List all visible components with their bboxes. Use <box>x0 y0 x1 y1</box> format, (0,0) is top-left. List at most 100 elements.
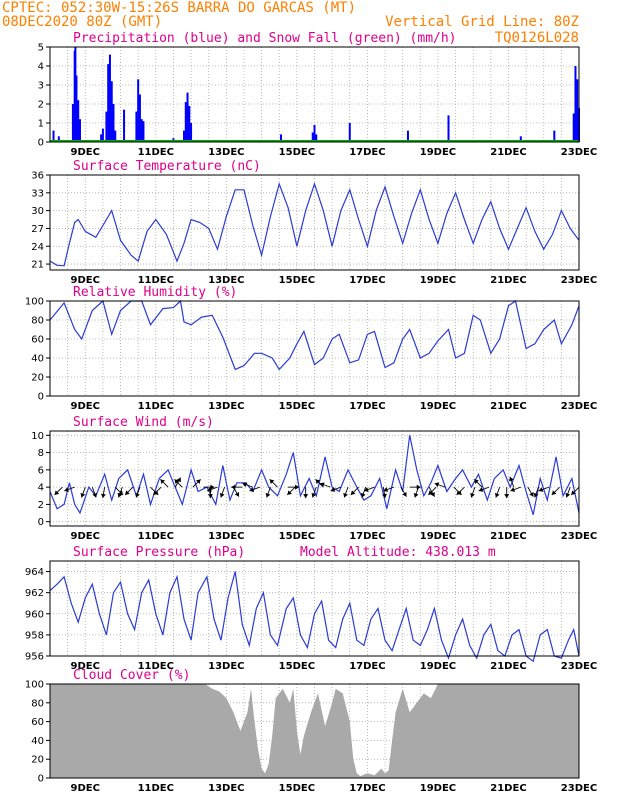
x-tick-label: 21DEC <box>490 531 526 542</box>
precip-bar <box>101 128 104 142</box>
wind-arrow <box>124 486 134 496</box>
x-tick-label: 9DEC <box>71 661 100 672</box>
x-tick-label: 23DEC <box>561 147 597 158</box>
x-tick-label: 11DEC <box>138 783 174 794</box>
panel-title: Surface Pressure (hPa) <box>73 545 245 560</box>
precip-bar <box>315 134 318 142</box>
wind-arrow <box>527 486 534 497</box>
panel-frame <box>49 560 580 657</box>
y-tick-label: 20 <box>31 373 44 384</box>
y-tick-label: 8 <box>38 448 44 459</box>
wind-arrow <box>192 479 201 488</box>
panel-6: 0 20 40 60 80 100 9DEC 11DEC 13DEC 15DEC 17DEC 19DE… <box>25 668 597 794</box>
wind-arrow-head <box>311 492 317 498</box>
panel-1: 0 1 2 3 4 5 9DEC 11DEC 13DEC 15DEC 17DEC 19DEC 21DEC… <box>38 31 598 158</box>
precip-bar <box>188 105 191 142</box>
wind-arrow-head <box>382 493 387 498</box>
wind-arrow-head <box>529 491 534 497</box>
wind-arrow <box>383 486 395 492</box>
x-tick-label: 23DEC <box>561 531 597 542</box>
precip-bar <box>183 130 186 142</box>
precip-bar <box>112 104 115 142</box>
panel-frame <box>49 430 580 527</box>
wind-arrow <box>360 486 367 498</box>
wind-arrow-head <box>478 487 484 492</box>
wind-arrow <box>570 486 580 496</box>
wind-arrow-head <box>360 492 366 498</box>
x-tick-label: 19DEC <box>420 783 456 794</box>
y-tick-label: 0 <box>38 138 44 149</box>
wind-arrow-head <box>402 491 407 497</box>
wind-arrow <box>231 484 243 490</box>
panel-title: Surface Temperature (nC) <box>73 159 261 174</box>
wind-arrow <box>287 486 296 496</box>
precip-bar <box>406 130 409 142</box>
wind-arrow-head <box>504 494 510 499</box>
wind-arrow <box>249 486 260 492</box>
precip-bar <box>348 123 351 142</box>
y-tick-label: 33 <box>31 188 44 199</box>
wind-arrow-head <box>174 479 180 484</box>
x-tick-label: 11DEC <box>138 531 174 542</box>
x-tick-label: 19DEC <box>420 531 456 542</box>
precip-bar <box>74 47 77 142</box>
precip-bar <box>71 104 74 142</box>
x-tick-label: 17DEC <box>349 147 385 158</box>
wind-arrow-head <box>320 482 325 488</box>
wind-arrow <box>319 482 331 488</box>
x-tick-label: 17DEC <box>349 531 385 542</box>
x-tick-label: 13DEC <box>208 531 244 542</box>
x-tick-label: 17DEC <box>349 401 385 412</box>
y-tick-label: 4 <box>38 62 44 73</box>
panel-title: Relative Humidity (%) <box>73 285 237 300</box>
precip-bar <box>140 119 143 142</box>
panel-frame <box>49 174 580 271</box>
panel-4: 0 2 4 6 8 10 9DEC 11DEC 13DEC 15DEC 17DEC 19DEC 21DE… <box>31 415 597 542</box>
y-tick-label: 36 <box>31 171 44 182</box>
x-tick-label: 21DEC <box>490 401 526 412</box>
panel-3: 0 20 40 60 80 100 9DEC 11DEC 13DEC 15DEC 17DEC 19DE… <box>25 285 597 412</box>
wind-arrow <box>350 486 359 496</box>
x-tick-label: 13DEC <box>208 147 244 158</box>
panel-title: Precipitation (blue) and Snow Fall (gree… <box>73 31 457 46</box>
x-tick-label: 21DEC <box>490 275 526 286</box>
x-tick-label: 13DEC <box>208 783 244 794</box>
precip-bar <box>57 136 60 142</box>
wind-arrow-head <box>100 493 106 498</box>
y-tick-label: 80 <box>31 316 44 327</box>
wind-arrow <box>382 487 387 499</box>
x-tick-label: 9DEC <box>71 783 100 794</box>
wind-arrow-head <box>92 492 98 498</box>
series-line <box>49 571 580 663</box>
y-tick-label: 960 <box>25 609 44 620</box>
header-run-id: TQ0126L028 <box>495 30 579 46</box>
x-tick-label: 23DEC <box>561 401 597 412</box>
precip-bar <box>137 79 140 142</box>
wind-arrow-head <box>474 479 479 484</box>
wind-arrow <box>343 486 349 498</box>
x-tick-label: 19DEC <box>420 401 456 412</box>
wind-arrow-head <box>153 490 158 495</box>
wind-arrow <box>207 486 218 492</box>
panel-frame <box>49 46 580 143</box>
x-tick-label: 9DEC <box>71 275 100 286</box>
x-tick-label: 11DEC <box>138 275 174 286</box>
wind-arrow <box>135 486 141 498</box>
y-tick-label: 24 <box>31 242 44 253</box>
wind-arrow <box>409 484 421 490</box>
y-tick-label: 100 <box>25 680 44 691</box>
y-tick-label: 4 <box>38 483 44 494</box>
x-tick-label: 15DEC <box>279 531 315 542</box>
x-tick-label: 23DEC <box>561 783 597 794</box>
wind-arrow <box>100 487 106 499</box>
wind-arrow <box>509 476 515 488</box>
wind-arrow-head <box>350 490 356 495</box>
wind-arrow-head <box>538 487 544 492</box>
y-tick-label: 5 <box>38 43 44 54</box>
wind-arrow-head <box>343 492 348 498</box>
x-tick-label: 17DEC <box>349 783 385 794</box>
wind-arrow-head <box>64 487 69 492</box>
y-tick-label: 40 <box>31 354 44 365</box>
x-tick-label: 19DEC <box>420 147 456 158</box>
precip-bar <box>100 134 103 142</box>
